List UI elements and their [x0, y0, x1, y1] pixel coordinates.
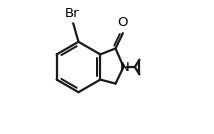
- Text: O: O: [117, 16, 128, 29]
- Text: Br: Br: [65, 7, 80, 20]
- Text: N: N: [119, 61, 129, 74]
